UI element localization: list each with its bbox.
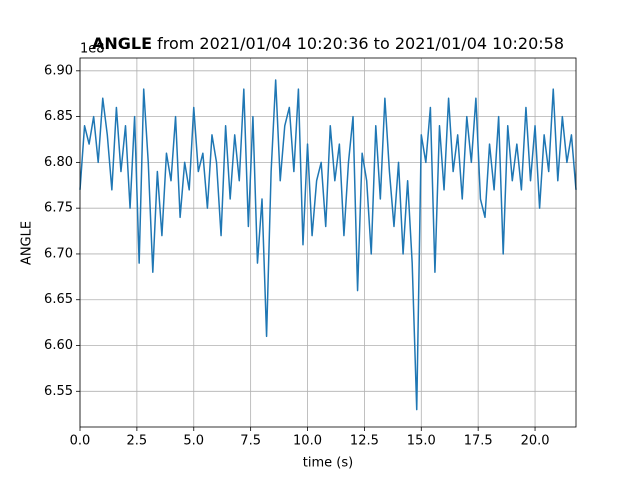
- chart-title: ANGLE from 2021/01/04 10:20:36 to 2021/0…: [92, 34, 564, 53]
- y-tick-label: 6.90: [44, 63, 73, 78]
- x-tick-label: 10.0: [293, 434, 322, 449]
- x-tick-label: 5.0: [183, 434, 204, 449]
- y-tick-label: 6.80: [44, 155, 73, 170]
- title-bold: ANGLE: [92, 34, 152, 53]
- x-tick-label: 20.0: [521, 434, 550, 449]
- plot-frame: [79, 57, 577, 428]
- x-tick-label: 7.5: [240, 434, 261, 449]
- y-tick-label: 6.75: [44, 201, 73, 216]
- y-tick-label: 6.60: [44, 338, 73, 353]
- y-tick-label: 6.55: [44, 384, 73, 399]
- x-axis-label: time (s): [303, 456, 353, 471]
- x-tick-label: 2.5: [127, 434, 148, 449]
- y-tick-label: 6.85: [44, 109, 73, 124]
- x-tick-label: 12.5: [350, 434, 379, 449]
- y-tick-label: 6.70: [44, 246, 73, 261]
- y-offset-label: 1e8: [80, 42, 105, 57]
- x-tick-label: 0.0: [70, 434, 91, 449]
- y-tick-label: 6.65: [44, 292, 73, 307]
- x-tick-label: 17.5: [464, 434, 493, 449]
- data-line: [79, 79, 577, 411]
- y-axis-label: ANGLE: [20, 221, 35, 265]
- title-rest: from 2021/01/04 10:20:36 to 2021/01/04 1…: [157, 34, 564, 53]
- x-tick-label: 15.0: [407, 434, 436, 449]
